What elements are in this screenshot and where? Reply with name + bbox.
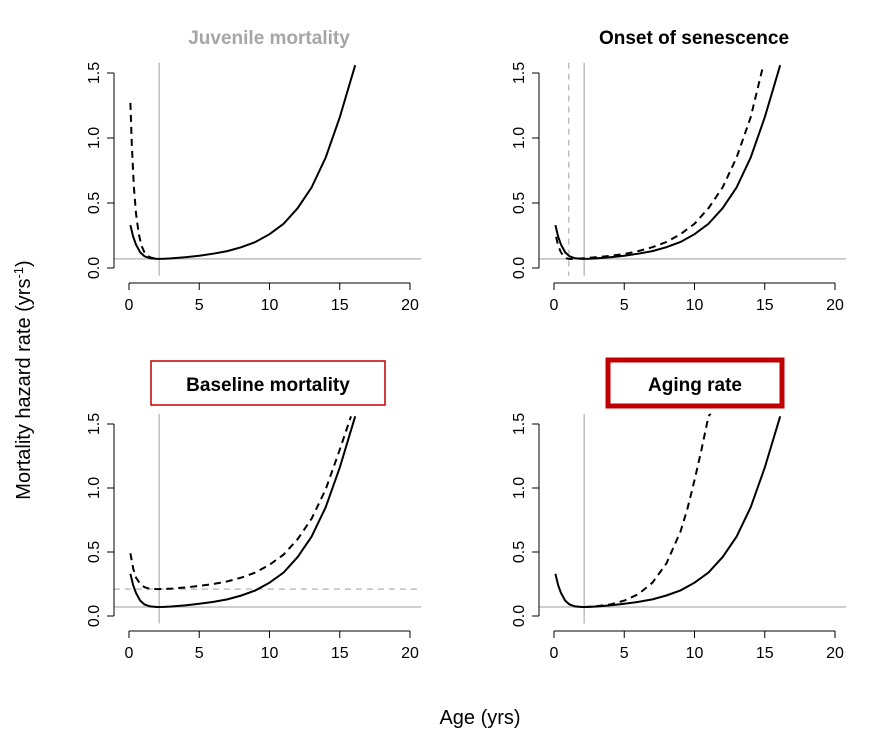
panel-plot-area: [538, 62, 847, 276]
y-tick-label: 1.0: [86, 477, 103, 499]
y-tick-label: 0.5: [86, 541, 103, 563]
panel-4: 0 5 10 15 20 0.0 0.5 1.0 1.5 Aging rate: [511, 357, 847, 662]
dashed-curve: [129, 415, 352, 591]
y-tick-label: 0.5: [511, 541, 528, 563]
y-tick-label: 0.5: [511, 192, 528, 214]
dashed-curve: [555, 64, 765, 260]
solid-curve: [554, 416, 782, 609]
x-tick-label: 20: [401, 645, 419, 662]
x-tick-label: 15: [331, 645, 349, 662]
y-tick-label: 0.0: [86, 257, 103, 279]
panel-title: Baseline mortality: [186, 375, 350, 396]
y-tick-label: 1.0: [511, 127, 528, 149]
x-tick-label: 10: [261, 645, 279, 662]
title-highlight-box: [605, 357, 785, 409]
y-axis-title-superscript: -1: [11, 267, 26, 279]
panel-title: Juvenile mortality: [188, 28, 350, 49]
y-axis-title: Mortality hazard rate (yrs-1): [11, 260, 35, 499]
solid-curve: [554, 64, 782, 260]
y-tick-label: 0.5: [86, 192, 103, 214]
x-tick-label: 0: [125, 297, 134, 314]
solid-curve: [129, 416, 357, 609]
x-tick-label: 5: [620, 297, 629, 314]
x-axis-title: Age (yrs): [439, 707, 520, 729]
y-tick-label: 0.0: [511, 257, 528, 279]
y-tick-label: 1.0: [86, 127, 103, 149]
y-tick-label: 1.5: [511, 62, 528, 84]
panel-plot-area: [113, 413, 422, 624]
panel-2: 0 5 10 15 20 0.0 0.5 1.0 1.5 Onset of senescence: [511, 28, 847, 314]
x-tick-label: 10: [686, 297, 704, 314]
panel-title: Onset of senescence: [599, 28, 789, 49]
panels-layer: 0 5 10 15 20 0.0 0.5 1.0 1.5 Juvenile mortality 0 5…: [86, 28, 847, 662]
x-tick-label: 20: [401, 297, 419, 314]
y-tick-label: 1.5: [86, 62, 103, 84]
x-tick-label: 15: [756, 645, 774, 662]
x-tick-label: 0: [550, 645, 559, 662]
y-tick-label: 0.0: [86, 605, 103, 627]
x-tick-label: 5: [195, 297, 204, 314]
x-tick-label: 15: [331, 297, 349, 314]
dashed-curve: [129, 102, 160, 260]
x-tick-label: 20: [826, 297, 844, 314]
y-tick-label: 1.5: [86, 413, 103, 435]
panel-plot-area: [113, 62, 422, 276]
panel-title: Aging rate: [648, 375, 742, 396]
panel-3: 0 5 10 15 20 0.0 0.5 1.0 1.5 Baseline mortality: [86, 360, 422, 662]
y-axis-title-main: Mortality hazard rate (yrs: [13, 279, 35, 500]
x-tick-label: 10: [261, 297, 279, 314]
title-highlight-box: [150, 360, 386, 406]
x-tick-label: 5: [620, 645, 629, 662]
y-tick-label: 0.0: [511, 605, 528, 627]
x-tick-label: 10: [686, 645, 704, 662]
panel-plot-area: [538, 413, 847, 624]
y-tick-label: 1.5: [511, 413, 528, 435]
x-tick-label: 5: [195, 645, 204, 662]
dashed-curve: [584, 413, 712, 608]
x-tick-label: 15: [756, 297, 774, 314]
x-tick-label: 0: [550, 297, 559, 314]
solid-curve: [129, 64, 357, 260]
x-tick-label: 0: [125, 645, 134, 662]
y-axis-title-close: ): [13, 260, 35, 267]
y-tick-label: 1.0: [511, 477, 528, 499]
x-tick-label: 20: [826, 645, 844, 662]
panel-1: 0 5 10 15 20 0.0 0.5 1.0 1.5 Juvenile mortality: [86, 28, 422, 314]
